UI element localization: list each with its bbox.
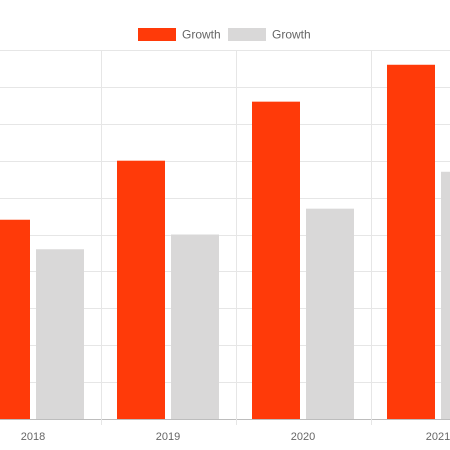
bar-2020-series-2[interactable] bbox=[306, 208, 354, 419]
legend-label-series-1: Growth bbox=[182, 28, 221, 42]
x-axis-ticks: 2018 2019 2020 2021 bbox=[21, 431, 450, 443]
x-tick-label-2018: 2018 bbox=[21, 431, 45, 443]
legend-item-growth-1[interactable]: Growth bbox=[138, 28, 221, 42]
bar-2021-series-2[interactable] bbox=[441, 171, 450, 419]
bar-2018-series-1[interactable] bbox=[0, 219, 30, 419]
legend: Growth Growth bbox=[138, 28, 311, 42]
legend-label-series-2: Growth bbox=[272, 28, 311, 42]
bar-2019-series-2[interactable] bbox=[171, 234, 219, 420]
gridlines bbox=[0, 50, 450, 425]
bar-2021-series-1[interactable] bbox=[387, 64, 435, 419]
bar-2020-series-1[interactable] bbox=[252, 101, 300, 419]
bars bbox=[0, 64, 450, 420]
bar-2018-series-2[interactable] bbox=[36, 249, 84, 419]
x-tick-label-2020: 2020 bbox=[291, 431, 315, 443]
bar-2019-series-1[interactable] bbox=[117, 160, 165, 419]
legend-swatch-series-1 bbox=[138, 28, 176, 41]
x-tick-label-2021: 2021 bbox=[426, 431, 450, 443]
legend-item-growth-2[interactable]: Growth bbox=[228, 28, 311, 42]
x-tick-label-2019: 2019 bbox=[156, 431, 180, 443]
legend-swatch-series-2 bbox=[228, 28, 266, 41]
